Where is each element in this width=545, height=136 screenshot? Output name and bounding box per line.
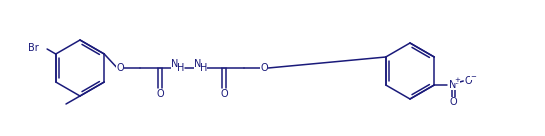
Text: N: N	[449, 80, 456, 90]
Text: H: H	[177, 63, 184, 73]
Text: O: O	[156, 89, 164, 99]
Text: O: O	[261, 63, 268, 73]
Text: N: N	[193, 59, 201, 69]
Text: O: O	[117, 63, 124, 73]
Text: O: O	[220, 89, 228, 99]
Text: O: O	[464, 76, 472, 86]
Text: −: −	[470, 74, 476, 80]
Text: +: +	[455, 77, 460, 83]
Text: O: O	[450, 97, 457, 107]
Text: Br: Br	[28, 43, 39, 53]
Text: N: N	[171, 59, 178, 69]
Text: H: H	[199, 63, 207, 73]
